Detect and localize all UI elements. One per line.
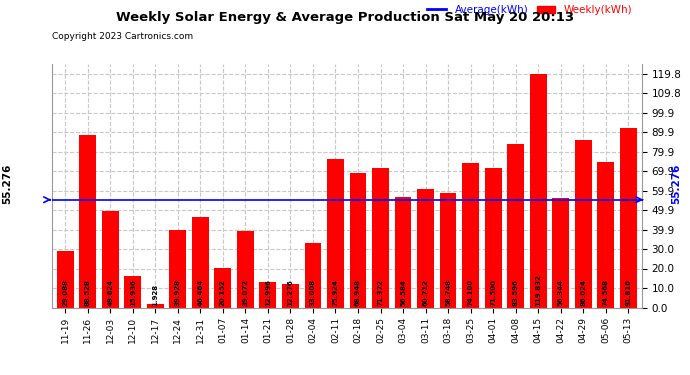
Text: 39.072: 39.072 (242, 279, 248, 306)
Text: Weekly Solar Energy & Average Production Sat May 20 20:13: Weekly Solar Energy & Average Production… (116, 11, 574, 24)
Text: 58.748: 58.748 (445, 278, 451, 306)
Text: 74.568: 74.568 (602, 279, 609, 306)
Bar (598, 162, 614, 308)
Text: 15.936: 15.936 (130, 279, 136, 306)
Text: 55.276: 55.276 (2, 164, 12, 204)
Text: 46.464: 46.464 (197, 278, 204, 306)
Text: 60.712: 60.712 (422, 279, 428, 306)
Text: 119.832: 119.832 (535, 274, 541, 306)
Bar (484, 168, 502, 308)
Bar (215, 268, 231, 308)
Text: Copyright 2023 Cartronics.com: Copyright 2023 Cartronics.com (52, 32, 193, 41)
Bar (147, 304, 164, 307)
Bar (79, 135, 96, 308)
Text: 68.948: 68.948 (355, 278, 361, 306)
Bar (259, 282, 277, 308)
Text: 12.276: 12.276 (288, 279, 293, 306)
Bar (552, 198, 569, 308)
Text: 86.024: 86.024 (580, 279, 586, 306)
Text: 55.276: 55.276 (671, 164, 681, 204)
Bar (304, 243, 322, 308)
Text: 56.344: 56.344 (558, 278, 564, 306)
Text: 49.624: 49.624 (107, 278, 113, 306)
Bar (102, 211, 119, 308)
Bar (57, 251, 74, 308)
Text: 74.100: 74.100 (468, 278, 473, 306)
Text: 29.088: 29.088 (62, 279, 68, 306)
Bar (327, 159, 344, 308)
Bar (372, 168, 389, 308)
Bar (620, 129, 637, 308)
Text: 71.372: 71.372 (377, 279, 384, 306)
Bar (417, 189, 434, 308)
Text: 33.008: 33.008 (310, 278, 316, 306)
Text: 71.500: 71.500 (490, 279, 496, 306)
Bar (575, 140, 591, 308)
Bar (237, 231, 254, 308)
Bar (350, 173, 366, 308)
Text: 1.928: 1.928 (152, 284, 158, 306)
Bar (192, 217, 209, 308)
Text: 75.924: 75.924 (333, 279, 339, 306)
Bar (170, 230, 186, 308)
Legend: Average(kWh), Weekly(kWh): Average(kWh), Weekly(kWh) (423, 1, 636, 19)
Bar (462, 163, 479, 308)
Bar (530, 74, 546, 308)
Text: 20.152: 20.152 (220, 279, 226, 306)
Text: 88.528: 88.528 (85, 279, 91, 306)
Text: 39.928: 39.928 (175, 279, 181, 306)
Text: 91.816: 91.816 (625, 279, 631, 306)
Bar (440, 193, 457, 308)
Text: 12.996: 12.996 (265, 279, 271, 306)
Bar (282, 284, 299, 308)
Bar (124, 276, 141, 308)
Text: 56.584: 56.584 (400, 279, 406, 306)
Bar (395, 197, 411, 308)
Text: 83.596: 83.596 (513, 279, 519, 306)
Bar (507, 144, 524, 308)
